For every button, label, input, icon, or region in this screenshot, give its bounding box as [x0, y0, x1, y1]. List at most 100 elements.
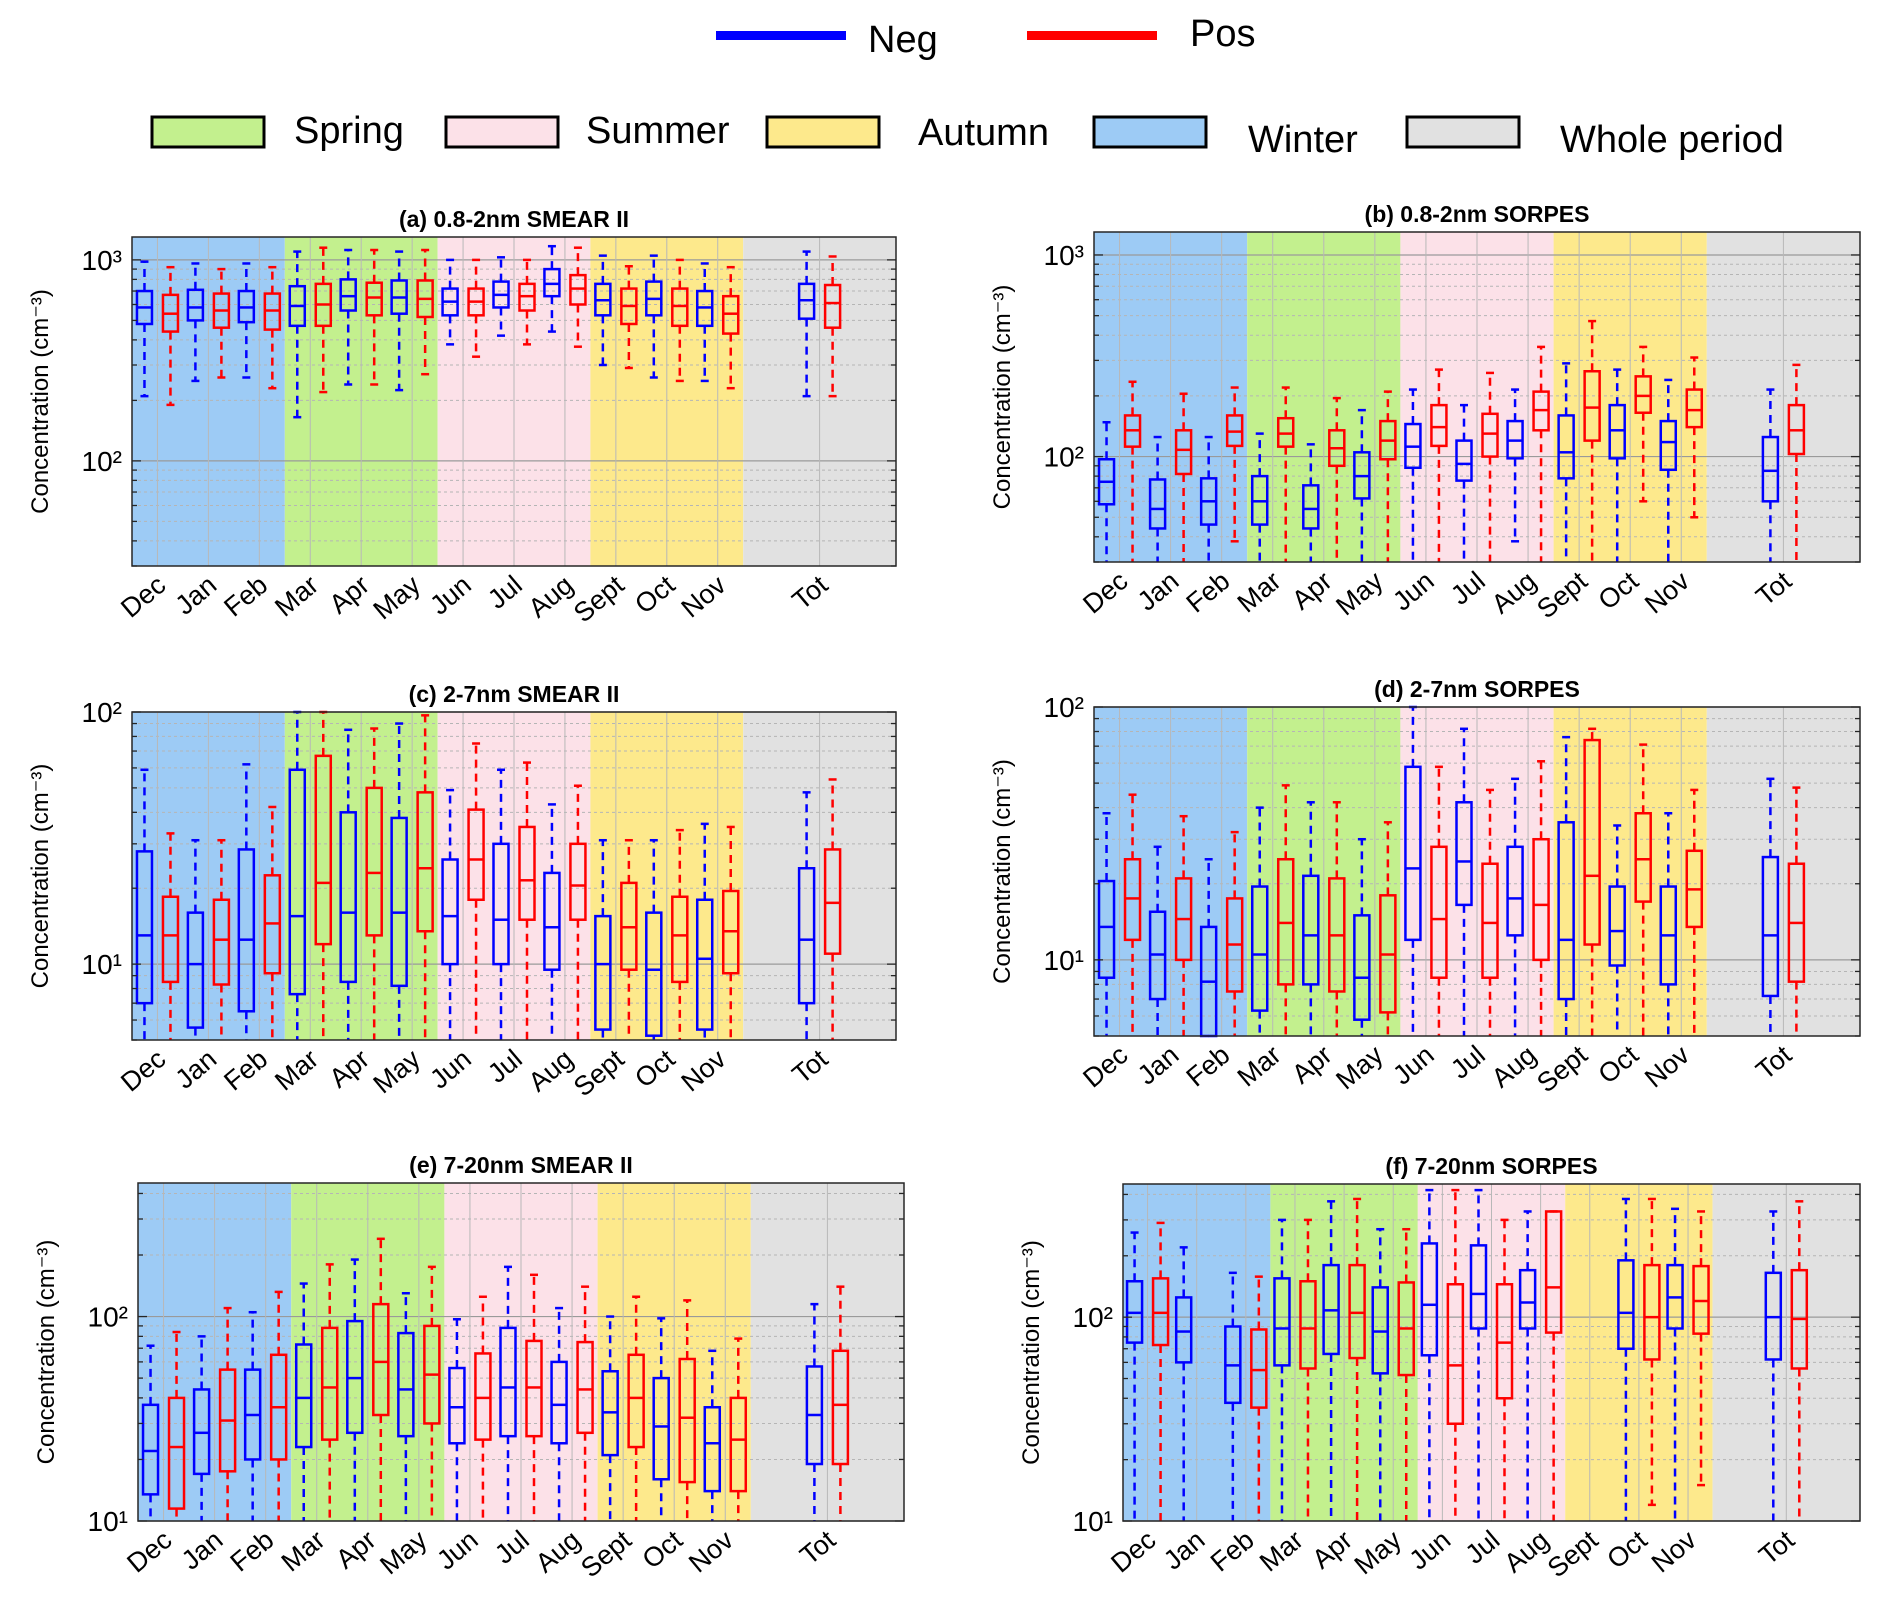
legend-swatch-winter	[1092, 115, 1208, 149]
x-tick-label: Jul	[482, 1044, 528, 1089]
box-nov-neg	[1659, 378, 1678, 562]
y-axis: 10¹ 10²	[88, 1192, 904, 1537]
y-tick-label: 10²	[82, 446, 122, 477]
x-tick-label: Jun	[424, 1044, 477, 1095]
iqr-box	[499, 1326, 517, 1438]
iqr-box	[1455, 801, 1473, 907]
iqr-box	[1250, 885, 1269, 1012]
box-mar-neg	[288, 250, 307, 419]
y-axis: 10¹ 10²	[1044, 692, 1860, 1037]
box-aug-pos	[569, 784, 587, 1040]
iqr-box	[474, 1352, 492, 1441]
iqr-box	[550, 1360, 568, 1445]
box-feb-neg	[243, 1310, 262, 1521]
iqr-box	[1174, 429, 1193, 476]
box-may-neg	[397, 1292, 415, 1521]
box-jul-pos	[518, 761, 536, 1040]
box-tot-neg	[1764, 1210, 1783, 1521]
box-nov-neg	[695, 262, 714, 383]
box-aug-neg	[1506, 777, 1524, 1036]
box-sept-pos	[1583, 727, 1601, 1036]
box-dec-neg	[141, 1344, 160, 1521]
box-oct-neg	[1617, 1197, 1635, 1521]
series-neg	[1097, 705, 1780, 1038]
box-sept-pos	[1583, 319, 1601, 562]
iqr-box	[135, 850, 154, 1005]
box-jan-pos	[218, 1306, 237, 1521]
panel-title: (b) 0.8-2nm SORPES	[1365, 201, 1590, 227]
iqr-box	[1557, 414, 1575, 480]
y-tick-label: 10²	[1044, 442, 1084, 473]
box-feb-neg	[237, 262, 256, 379]
iqr-box	[1404, 765, 1422, 942]
panel-title: (a) 0.8-2nm SMEAR II	[399, 206, 629, 232]
x-tick-label: Nov	[1646, 1524, 1702, 1578]
iqr-box	[1495, 1283, 1514, 1400]
box-jan-neg	[1148, 435, 1167, 562]
x-tick-label: Oct	[1593, 1039, 1645, 1089]
y-axis: 10² 10³	[1044, 240, 1860, 563]
box-aug-pos	[1544, 1210, 1563, 1521]
box-apr-neg	[346, 1258, 364, 1521]
plot-frame	[1093, 231, 1861, 563]
iqr-box	[569, 842, 587, 921]
box-feb-neg	[1199, 435, 1218, 562]
plot-frame	[131, 711, 897, 1041]
x-tick-label: Tot	[787, 569, 834, 615]
x-tick-label: Jul	[1445, 566, 1491, 611]
box-may-pos	[416, 248, 434, 376]
legend-swatch-summer	[444, 115, 560, 149]
box-aug-neg	[550, 1306, 568, 1521]
iqr-box	[1583, 738, 1601, 946]
box-jul-neg	[499, 1265, 517, 1521]
iqr-box	[543, 871, 561, 971]
box-apr-pos	[365, 248, 383, 386]
x-tick-label: Mar	[269, 570, 324, 623]
iqr-box	[1299, 1280, 1317, 1370]
legend-item-winter: Winter	[1092, 115, 1358, 161]
x-tick-label: Apr	[1306, 1525, 1357, 1575]
x-tick-label: May	[1330, 565, 1389, 621]
iqr-box	[1353, 914, 1371, 1021]
iqr-box	[703, 1406, 722, 1493]
box-jun-neg	[1404, 388, 1422, 562]
box-aug-neg	[543, 244, 561, 333]
box-jul-pos	[518, 258, 536, 346]
box-jun-neg	[448, 1318, 466, 1521]
iqr-box	[441, 858, 459, 966]
series-neg	[135, 710, 816, 1040]
legend-item-spring: Spring	[150, 110, 404, 152]
x-tick-label: Sept	[568, 569, 630, 628]
iqr-box	[1643, 1263, 1661, 1361]
iqr-box	[1148, 478, 1167, 530]
iqr-box	[1634, 375, 1652, 414]
x-tick-label: Jun	[431, 1525, 484, 1576]
box-may-neg	[1353, 837, 1371, 1036]
panels: 10² 10³ Concentration (cm⁻³) (a) 0.8-2nm SM…	[27, 201, 1861, 1583]
box-nov-pos	[1685, 356, 1704, 519]
iqr-box	[314, 754, 333, 946]
box-dec-pos	[167, 1330, 186, 1521]
panel-title: (c) 2-7nm SMEAR II	[409, 681, 620, 707]
box-may-pos	[416, 714, 434, 1040]
box-apr-pos	[1328, 396, 1346, 562]
box-aug-neg	[1518, 1210, 1537, 1521]
box-mar-neg	[1250, 806, 1269, 1036]
box-apr-pos	[1348, 1197, 1366, 1521]
iqr-box	[594, 914, 612, 1031]
x-tick-label: Tot	[1753, 1524, 1800, 1570]
x-tick-label: Jan	[170, 570, 223, 621]
iqr-box	[372, 1302, 390, 1417]
box-feb-pos	[1250, 1275, 1268, 1521]
box-sept-pos	[620, 264, 638, 370]
box-mar-neg	[294, 1282, 313, 1521]
x-tick-label: Jul	[1460, 1525, 1506, 1570]
x-tick-label: Feb	[1205, 1525, 1260, 1578]
iqr-box	[645, 911, 663, 1037]
iqr-box	[576, 1340, 594, 1435]
box-jan-pos	[1174, 814, 1193, 1036]
